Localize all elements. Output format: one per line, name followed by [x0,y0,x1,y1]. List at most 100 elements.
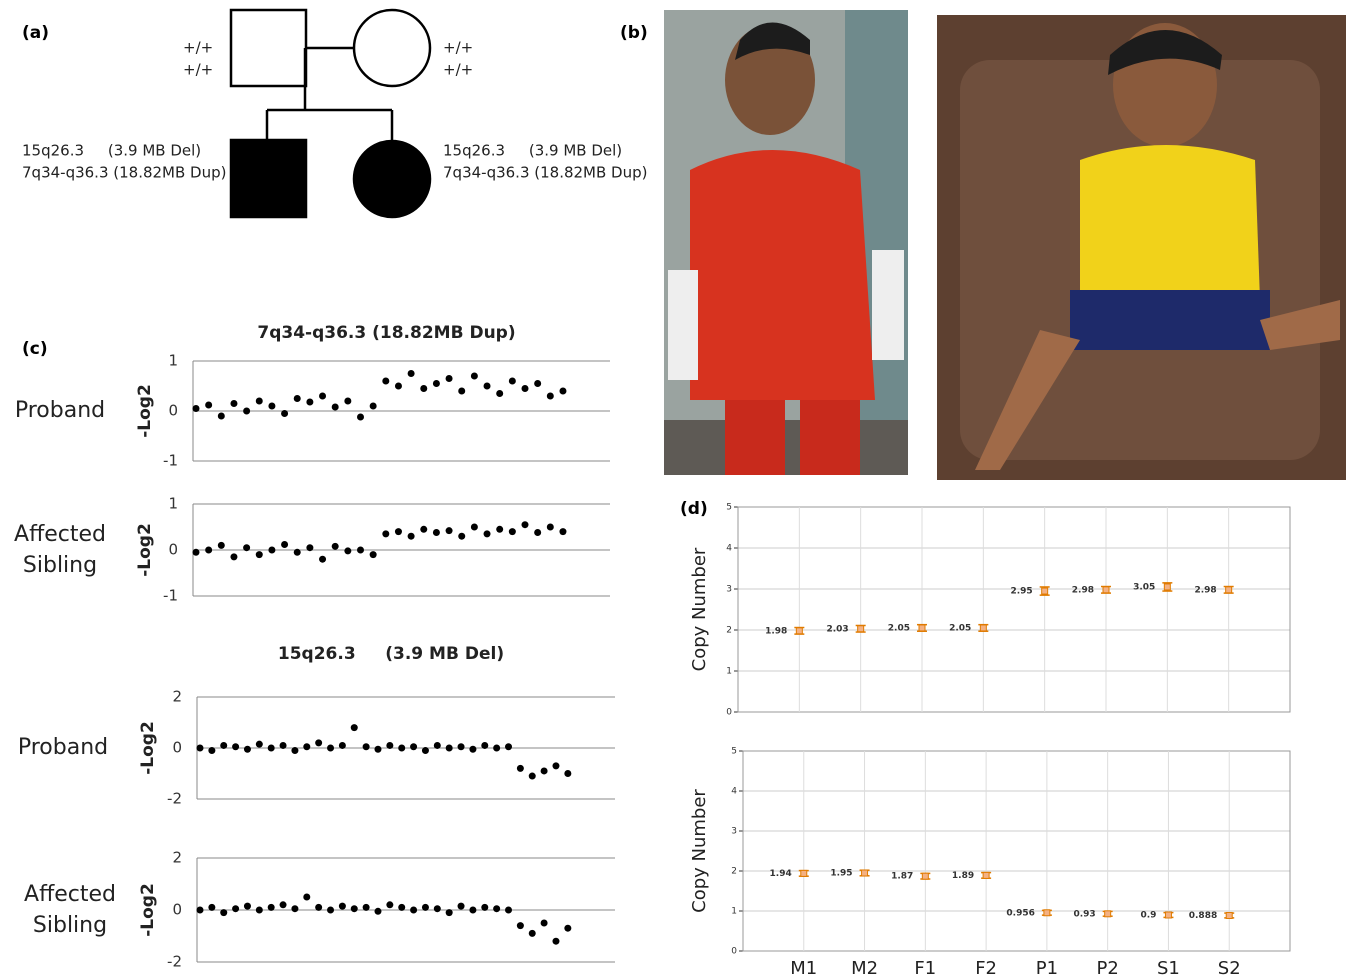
data-point [303,894,310,901]
data-point [294,549,301,556]
data-point [446,375,453,382]
data-point [220,742,227,749]
data-point [559,528,566,535]
data-point [339,903,346,910]
data-point [351,724,358,731]
data-point [306,399,313,406]
data-point [469,907,476,914]
data-point [420,385,427,392]
data-point [446,527,453,534]
data-point [493,745,500,752]
y-tick-label: 0 [726,708,732,718]
data-point [446,745,453,752]
chart-title: 15q26.3 (3.9 MB Del) [278,644,504,664]
proband [231,140,306,217]
data-point [395,528,402,535]
row-label: Affected Sibling [5,519,115,581]
y-tick-label: -2 [167,953,182,971]
sibling [354,141,430,217]
genotype: +/+ [443,39,473,57]
marker [1105,911,1111,917]
y-tick-label: 3 [726,585,732,595]
data-point [481,742,488,749]
data-point [208,904,215,911]
y-tick-label: 0 [168,541,178,559]
data-point [268,547,275,554]
figure-canvas: (a) (b) (c) (d) +/+ +/+ +/+ +/+ 15q26.3 … [0,0,1349,978]
y-tick-label: 1 [168,352,178,370]
data-point [232,905,239,912]
x-tick-label: S2 [1218,958,1241,978]
data-point [363,904,370,911]
marker [1165,912,1171,918]
data-point [344,398,351,405]
panel-label: (c) [22,339,48,359]
data-point [408,533,415,540]
value-label: 3.05 [1133,582,1155,592]
data-point [256,741,263,748]
data-point [458,533,465,540]
y-axis-label: -Log2 [138,721,158,775]
data-point [458,388,465,395]
data-point [386,742,393,749]
y-tick-label: 0 [168,402,178,420]
data-point [484,530,491,537]
x-tick-label: P2 [1097,958,1119,978]
data-point [547,393,554,400]
data-point [256,398,263,405]
data-point [344,547,351,554]
data-point [471,524,478,531]
data-point [517,765,524,772]
chart-title: 7q34-q36.3 (18.82MB Dup) [257,323,515,343]
y-axis-label: Copy Number [689,789,710,913]
data-point [230,400,237,407]
data-point [505,743,512,750]
data-point [541,920,548,927]
data-point [534,529,541,536]
pedigree [231,10,430,217]
data-point [398,745,405,752]
y-tick-label: 3 [731,827,737,837]
data-point [410,743,417,750]
value-label: 2.95 [1010,587,1032,597]
data-point [205,547,212,554]
data-point [268,904,275,911]
x-tick-label: M2 [851,958,878,978]
plot-frame [738,507,1290,712]
data-point [256,907,263,914]
data-point [433,380,440,387]
variant: 7q34-q36.3 (18.82MB Dup) [443,164,647,182]
data-point [218,413,225,420]
data-point [220,909,227,916]
data-point [243,544,250,551]
data-point [564,925,571,932]
marker [922,873,928,879]
data-point [559,388,566,395]
y-tick-label: 5 [731,747,737,757]
photo [937,15,1346,480]
data-point [319,393,326,400]
marker [801,870,807,876]
variant: 7q34-q36.3 (18.82MB Dup) [22,164,226,182]
data-point [332,543,339,550]
y-axis-label: Copy Number [689,547,710,671]
father [231,10,306,86]
y-tick-label: 1 [731,907,737,917]
data-point [496,390,503,397]
y-tick-label: -2 [167,790,182,808]
data-point [351,905,358,912]
data-point [521,521,528,528]
y-tick-label: 1 [726,667,732,677]
panel-label: (b) [620,23,648,43]
data-point [280,901,287,908]
data-point [496,526,503,533]
data-point [398,904,405,911]
data-point [481,904,488,911]
variant: 15q26.3 (3.9 MB Del) [443,142,622,160]
data-point [230,553,237,560]
value-label: 1.87 [891,872,913,882]
y-tick-label: 2 [172,688,182,706]
data-point [294,395,301,402]
data-point [332,404,339,411]
value-label: 2.98 [1194,585,1216,595]
